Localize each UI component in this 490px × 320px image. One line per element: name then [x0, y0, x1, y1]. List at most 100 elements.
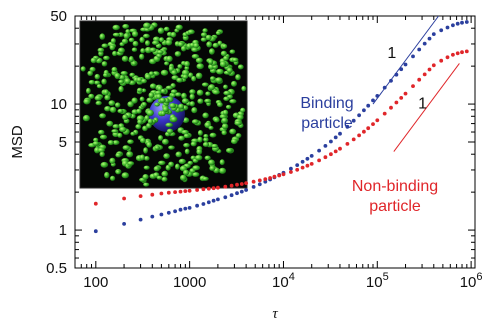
- green-particle: [174, 51, 182, 57]
- green-particle: [90, 57, 97, 64]
- green-particle: [231, 57, 239, 63]
- data-point: [150, 214, 155, 219]
- data-point: [333, 135, 338, 140]
- data-point: [211, 198, 216, 203]
- green-particle: [166, 55, 173, 63]
- green-particle: [234, 120, 242, 126]
- green-particle: [229, 128, 237, 135]
- data-point: [464, 20, 469, 24]
- data-point: [375, 118, 380, 123]
- green-particle: [131, 61, 137, 66]
- data-point: [235, 191, 239, 196]
- green-particle: [202, 112, 209, 119]
- data-point: [166, 190, 171, 195]
- data-point: [122, 222, 126, 226]
- green-particle: [123, 32, 130, 40]
- data-point: [235, 182, 239, 187]
- green-particle: [197, 130, 203, 136]
- green-particle: [229, 99, 237, 104]
- green-particle: [163, 153, 170, 160]
- green-particle: [122, 24, 130, 29]
- green-particle: [104, 106, 111, 112]
- x-tick-label: 106: [460, 271, 483, 291]
- green-particle: [148, 71, 155, 76]
- green-particle: [223, 90, 231, 96]
- green-particle: [136, 87, 143, 93]
- data-point: [371, 122, 375, 126]
- green-particle: [144, 156, 150, 161]
- green-particle: [119, 126, 127, 133]
- data-point: [445, 25, 450, 30]
- green-particle: [143, 182, 150, 187]
- green-particle: [178, 158, 186, 164]
- green-particle: [112, 24, 120, 31]
- green-particle: [149, 47, 157, 53]
- x-tick-label-exponent: 6: [476, 271, 482, 283]
- green-particle: [111, 129, 119, 134]
- green-particle: [168, 65, 174, 72]
- data-point: [289, 166, 293, 171]
- green-particle: [147, 118, 153, 125]
- data-point: [451, 23, 455, 28]
- green-particle: [221, 123, 229, 130]
- data-point: [389, 105, 393, 110]
- data-point: [173, 190, 178, 195]
- green-particle: [104, 95, 111, 101]
- data-point: [187, 188, 192, 193]
- green-particle: [117, 47, 125, 54]
- data-point: [357, 133, 361, 138]
- data-point: [272, 174, 277, 179]
- green-particle: [149, 83, 157, 89]
- green-particle: [100, 161, 109, 168]
- green-particle: [187, 160, 193, 166]
- data-point: [431, 32, 436, 36]
- data-point: [206, 200, 211, 205]
- green-particle: [175, 151, 182, 158]
- green-particle: [121, 55, 129, 62]
- nonbinding-label-line1: Non-binding: [352, 178, 438, 195]
- green-particle: [184, 148, 190, 155]
- slope-guide-line: [372, 15, 439, 105]
- green-particle: [141, 78, 147, 84]
- green-particle: [88, 80, 95, 85]
- green-particle: [223, 55, 229, 61]
- green-particle: [180, 174, 187, 181]
- green-particle: [97, 147, 105, 153]
- green-particle: [181, 92, 187, 99]
- green-particle: [211, 143, 218, 149]
- data-point: [422, 41, 427, 46]
- green-particle: [136, 108, 142, 114]
- x-tick-label-base: 10: [460, 274, 477, 291]
- green-particle: [154, 102, 160, 107]
- green-particle: [139, 53, 145, 60]
- green-particle: [115, 152, 122, 158]
- green-particle: [156, 93, 162, 100]
- green-particle: [215, 77, 223, 83]
- green-particle: [164, 61, 170, 66]
- y-tick-label: 1: [59, 222, 67, 239]
- green-particle: [127, 161, 135, 166]
- green-particle: [101, 61, 108, 67]
- green-particle: [135, 124, 142, 130]
- green-particle: [128, 37, 135, 43]
- green-particle: [204, 98, 212, 104]
- green-particle: [191, 47, 199, 52]
- green-particle: [222, 44, 228, 49]
- green-particle: [235, 74, 241, 81]
- green-particle: [208, 159, 215, 166]
- data-point: [366, 103, 371, 108]
- x-tick-label: 100: [83, 274, 108, 291]
- green-particle: [95, 100, 102, 106]
- data-point: [244, 188, 249, 192]
- green-particle: [144, 46, 152, 54]
- data-point: [427, 67, 432, 72]
- green-particle: [144, 74, 152, 80]
- green-particle: [127, 101, 134, 108]
- green-particle: [128, 56, 134, 63]
- data-point: [455, 51, 460, 56]
- data-point: [439, 58, 444, 63]
- x-tick-label-exponent: 4: [289, 271, 295, 283]
- x-tick-label: 105: [366, 271, 389, 291]
- green-particle: [240, 107, 246, 113]
- data-point: [411, 84, 415, 88]
